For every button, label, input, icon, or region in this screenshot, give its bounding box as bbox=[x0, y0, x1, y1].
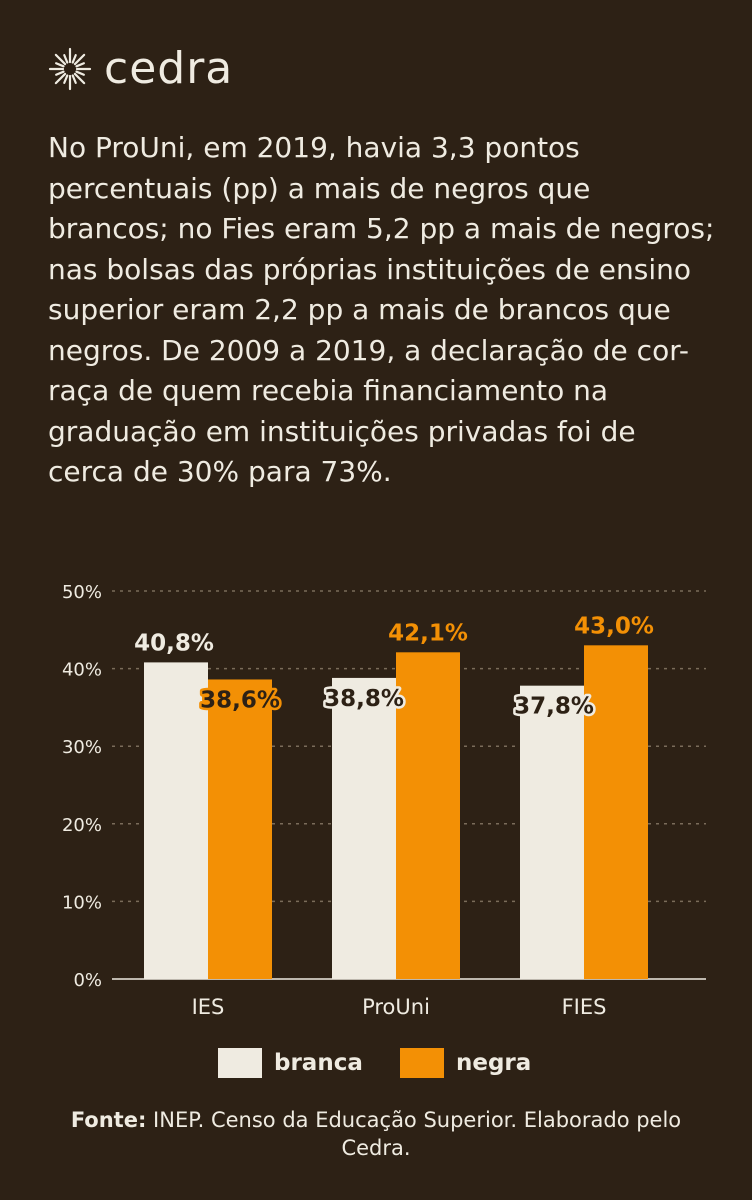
brand-name: cedra bbox=[104, 43, 234, 94]
bar-negra-fies bbox=[584, 645, 648, 979]
bar-negra-prouni bbox=[396, 652, 460, 979]
x-tick-label: IES bbox=[192, 995, 225, 1019]
legend-item-branca: branca bbox=[218, 1048, 363, 1078]
data-label-negra-prouni: 42,1% bbox=[388, 620, 468, 646]
legend-item-negra: negra bbox=[400, 1048, 531, 1078]
bar-chart: 0% 10% 20% 30% 40% 50% IES ProUni FIES 40,8% 38,… bbox=[62, 582, 706, 1019]
sun-ray bbox=[71, 54, 77, 64]
sun-ray bbox=[75, 70, 85, 76]
sun-ray bbox=[73, 72, 86, 85]
sun-ray bbox=[55, 62, 65, 68]
y-tick-label: 10% bbox=[62, 892, 102, 913]
data-label-branca-fies: 37,8% bbox=[514, 694, 594, 720]
sun-ray bbox=[75, 62, 85, 68]
y-tick-label: 30% bbox=[62, 737, 102, 758]
y-tick-label: 40% bbox=[62, 660, 102, 681]
y-tick-label: 0% bbox=[73, 970, 102, 991]
bar-branca-prouni bbox=[332, 677, 396, 979]
sun-ray bbox=[71, 74, 77, 84]
data-labels: 40,8% 38,6% 38,8% 42,1% 37,8% 43,0% bbox=[134, 613, 654, 722]
data-label-negra-ies: 38,6% bbox=[200, 687, 280, 713]
data-label-branca-prouni: 38,8% bbox=[324, 686, 404, 712]
legend-label-negra: negra bbox=[456, 1050, 532, 1076]
source-label: Fonte: bbox=[70, 1108, 147, 1132]
source-text: INEP. Censo da Educação Superior. Elabor… bbox=[146, 1108, 682, 1160]
legend-swatch-negra bbox=[400, 1048, 444, 1078]
y-tick-label: 50% bbox=[62, 582, 102, 603]
y-tick-label: 20% bbox=[62, 815, 102, 836]
y-axis-ticks: 0% 10% 20% 30% 40% 50% bbox=[62, 582, 102, 991]
sun-ray bbox=[63, 54, 69, 64]
bar-branca-fies bbox=[520, 685, 584, 979]
intro-text: No ProUni, em 2019, havia 3,3 pontos per… bbox=[48, 131, 715, 488]
source-note: Fonte: INEP. Censo da Educação Superior.… bbox=[40, 1106, 712, 1162]
bar-negra-ies bbox=[208, 679, 272, 979]
legend-swatch-branca bbox=[218, 1048, 262, 1078]
sun-ray bbox=[63, 74, 69, 84]
sun-ray bbox=[54, 53, 67, 66]
sunburst-logo-icon bbox=[48, 47, 92, 91]
legend: branca negra bbox=[0, 1048, 752, 1082]
x-axis-ticks: IES ProUni FIES bbox=[192, 995, 607, 1019]
legend-label-branca: branca bbox=[274, 1050, 363, 1076]
x-tick-label: FIES bbox=[562, 995, 607, 1019]
x-tick-label: ProUni bbox=[362, 995, 430, 1019]
sun-ray bbox=[55, 70, 65, 76]
bars bbox=[144, 645, 648, 979]
sun-ray bbox=[54, 72, 67, 85]
brand-logo: cedra bbox=[48, 44, 233, 94]
data-label-negra-fies: 43,0% bbox=[574, 613, 654, 639]
data-label-branca-ies: 40,8% bbox=[134, 630, 214, 656]
sun-ray bbox=[73, 53, 86, 66]
bar-branca-ies bbox=[144, 662, 208, 979]
